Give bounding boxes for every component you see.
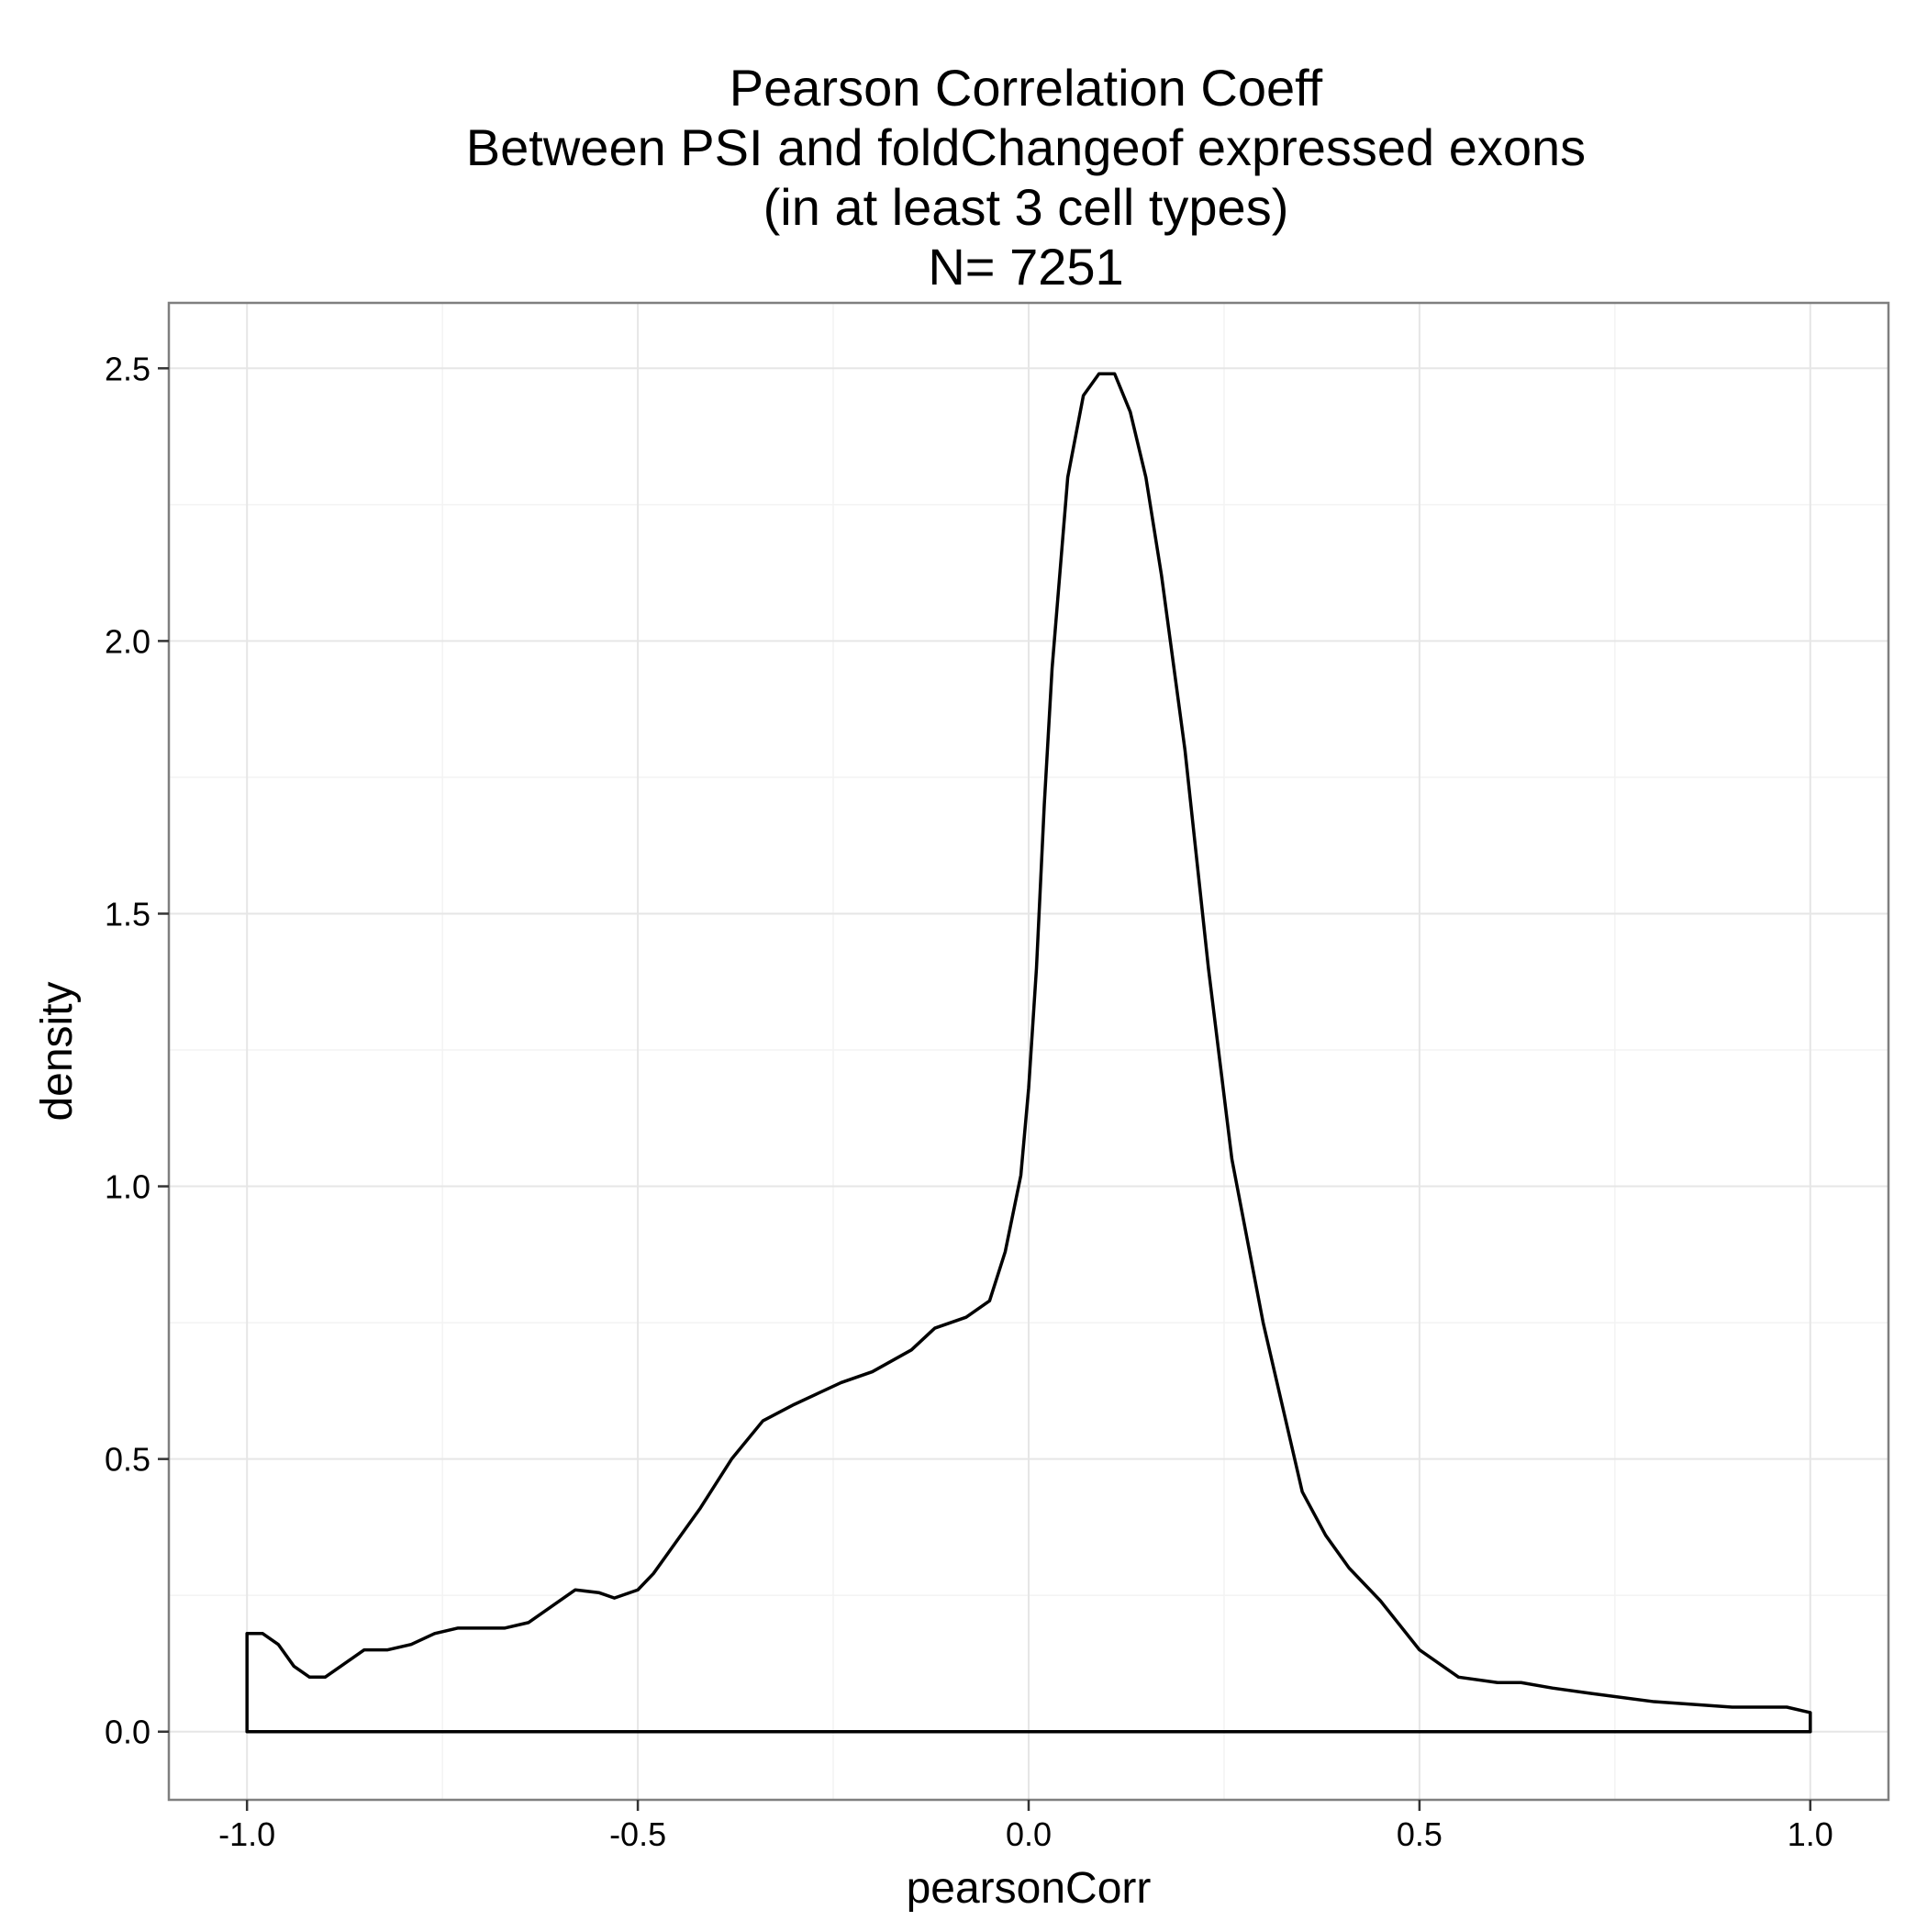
- title-line-1: Pearson Correlation Coeff: [730, 59, 1323, 117]
- title-line-3: (in at least 3 cell types): [763, 178, 1289, 236]
- x-tick-label: 0.0: [1006, 1815, 1052, 1853]
- title-line-4: N= 7251: [928, 238, 1123, 296]
- x-tick-label: -1.0: [218, 1815, 275, 1853]
- y-tick-label: 2.0: [105, 622, 150, 660]
- y-tick-label: 1.5: [105, 895, 150, 932]
- y-tick-label: 0.5: [105, 1441, 150, 1479]
- x-axis-title: pearsonCorr: [907, 1864, 1152, 1913]
- x-tick-label: 1.0: [1788, 1815, 1833, 1853]
- y-tick-label: 0.0: [105, 1714, 150, 1751]
- x-tick-label: -0.5: [609, 1815, 666, 1853]
- y-axis-title: density: [33, 981, 82, 1121]
- x-tick-label: 0.5: [1397, 1815, 1442, 1853]
- series-group: [245, 372, 1812, 1734]
- density-curve: [245, 372, 1812, 1734]
- y-tick-label: 1.0: [105, 1168, 150, 1206]
- y-tick-label: 2.5: [105, 350, 150, 387]
- y-axis: 0.0 0.5 1.0 1.5 2.0 2.5: [105, 350, 169, 1751]
- title-line-2: Between PSI and foldChangeof expressed e…: [466, 118, 1586, 176]
- x-axis: -1.0 -0.5 0.0 0.5 1.0: [218, 1800, 1833, 1853]
- chart-title: Pearson Correlation Coeff Between PSI an…: [466, 59, 1586, 296]
